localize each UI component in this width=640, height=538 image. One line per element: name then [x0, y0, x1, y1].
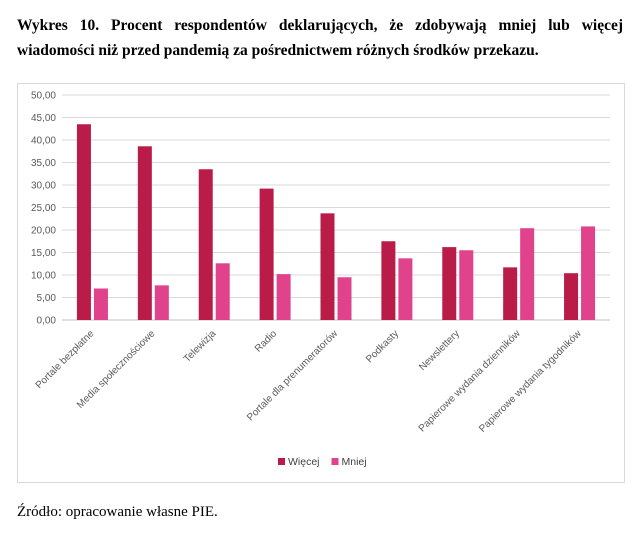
x-tick-label: Newslettery — [417, 328, 462, 373]
bar-mniej — [459, 250, 474, 320]
legend-swatch — [331, 458, 339, 465]
bar-mniej — [520, 228, 535, 320]
y-tick-label: 25,00 — [31, 203, 56, 214]
y-tick-label: 0,00 — [37, 316, 57, 327]
bar-wiecej — [442, 247, 457, 320]
chart-container: 0,00 5,00 10,00 15,00 20,00 25,00 30,00 35,00 40… — [17, 83, 625, 483]
bar-mniej — [215, 263, 230, 320]
source-note: Źródło: opracowanie własne PIE. — [17, 504, 218, 520]
x-tick-label: Portale bezpłatne — [34, 328, 97, 391]
bar-wiecej — [198, 169, 213, 320]
legend-label: Więcej — [288, 456, 320, 468]
x-tick-label: Papierowe wydania dzienników — [417, 328, 524, 435]
grid-lines — [62, 94, 610, 321]
bars — [76, 124, 596, 320]
x-tick-label: Telewizja — [182, 328, 219, 365]
y-tick-label: 45,00 — [31, 113, 56, 124]
bar-wiecej — [76, 124, 91, 320]
x-tick-label: Papierowe wydania tygodników — [477, 328, 584, 435]
y-tick-label: 5,00 — [37, 293, 57, 304]
bar-wiecej — [259, 188, 274, 320]
bar-mniej — [93, 288, 108, 320]
legend-label: Mniej — [342, 456, 367, 468]
y-axis-tick-labels: 0,00 5,00 10,00 15,00 20,00 25,00 30,00 35,00 40… — [31, 91, 56, 327]
y-tick-label: 15,00 — [31, 248, 56, 259]
bar-mniej — [154, 285, 169, 320]
bar-wiecej — [503, 267, 518, 320]
x-tick-label: Podkasty — [364, 328, 401, 365]
y-tick-label: 35,00 — [31, 158, 56, 169]
chart-heading: Wykres 10. Procent respondentów deklaruj… — [17, 17, 623, 59]
bar-mniej — [581, 226, 596, 320]
legend-swatch — [278, 458, 285, 465]
y-tick-label: 30,00 — [31, 181, 56, 192]
bar-wiecej — [137, 146, 152, 320]
y-tick-label: 10,00 — [31, 271, 56, 282]
y-tick-label: 50,00 — [31, 91, 56, 102]
bar-mniej — [337, 277, 352, 320]
y-tick-label: 40,00 — [31, 136, 56, 147]
bar-mniej — [398, 258, 413, 320]
bar-wiecej — [564, 273, 579, 320]
legend: Więcej Mniej — [278, 456, 367, 468]
bar-mniej — [276, 274, 291, 320]
y-tick-label: 20,00 — [31, 226, 56, 237]
x-tick-label: Radio — [253, 328, 280, 355]
bar-chart: 0,00 5,00 10,00 15,00 20,00 25,00 30,00 35,00 40… — [31, 91, 610, 468]
bar-wiecej — [320, 213, 335, 320]
bar-wiecej — [381, 241, 396, 320]
